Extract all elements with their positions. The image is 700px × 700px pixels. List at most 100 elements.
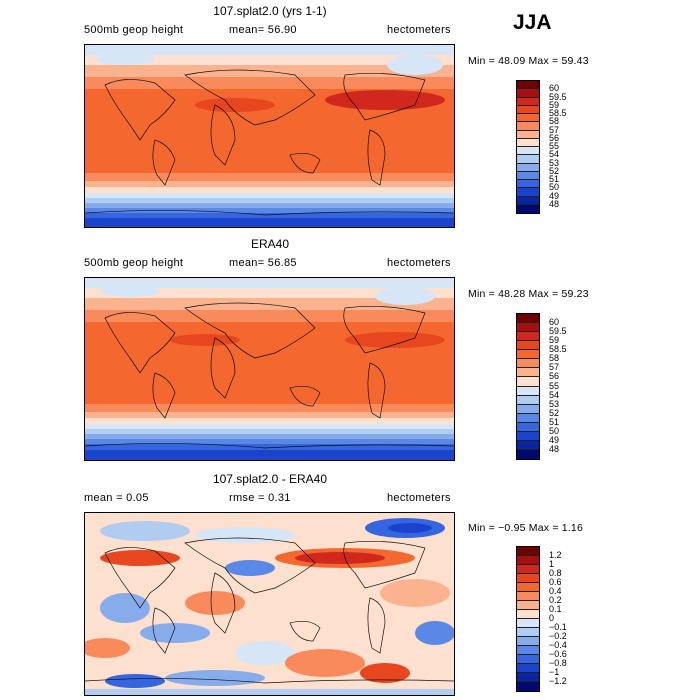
colorbar-swatch [517,332,539,342]
colorbar-tick-label: −1 [549,667,560,677]
colorbar-tick-label: 59 [549,335,560,346]
colorbar-swatch [517,637,539,646]
panel-3-heatmap [85,513,454,695]
colorbar-swatch [517,655,539,664]
colorbar-tick-label: 50 [549,182,560,193]
colorbar-tick-label: 50 [549,425,560,436]
colorbar-swatch [517,314,539,324]
colorbar-tick-label: 0.1 [549,604,562,614]
colorbar-swatch [517,147,539,156]
colorbar-swatch [517,682,539,691]
colorbar-swatch [517,196,539,205]
colorbar-swatch [517,171,539,180]
panel-3-units-label: hectometers [387,492,451,504]
colorbar-swatch [517,422,539,432]
colorbar-tick-label: 51 [549,174,560,184]
panel-2-mean-label: mean= 56.85 [229,257,297,269]
panel-2-units-label: hectometers [387,257,451,269]
colorbar-swatch [517,673,539,682]
colorbar-tick-label: 48 [549,443,560,454]
colorbar-swatch [517,583,539,592]
colorbar-swatch [517,395,539,405]
colorbar-tick-label: −0.1 [549,622,567,632]
panel-1-units-label: hectometers [387,24,451,36]
panel-1-minmax: Min = 48.09 Max = 59.43 [468,55,589,67]
colorbar-swatch [517,138,539,147]
panel-2-colorbar [516,313,540,460]
colorbar-tick-label: −1.2 [549,676,567,686]
colorbar-swatch [517,377,539,387]
colorbar-swatch [517,664,539,673]
colorbar-tick-label: 60 [549,317,560,328]
colorbar-swatch [517,204,539,213]
panel-2-minmax: Min = 48.28 Max = 59.23 [468,288,589,300]
colorbar-tick-label: −0.6 [549,649,567,659]
colorbar-tick-label: 60 [549,83,560,94]
colorbar-tick-label: −0.2 [549,631,567,641]
colorbar-swatch [517,130,539,139]
colorbar-tick-label: 53 [549,398,560,409]
colorbar-tick-label: 55 [549,141,560,151]
colorbar-tick-label: 0.2 [549,595,562,605]
panel-2-field-label: 500mb geop height [84,257,184,269]
colorbar-swatch [517,81,539,90]
panel-3-colorbar [516,546,540,692]
panel-3-rmse-label: rmse = 0.31 [229,492,291,504]
colorbar-tick-label: 54 [549,389,560,400]
colorbar-swatch [517,565,539,574]
colorbar-swatch [517,105,539,114]
colorbar-swatch [517,386,539,396]
colorbar-swatch [517,323,539,333]
colorbar-swatch [517,646,539,655]
panel-1-field-label: 500mb geop height [84,24,184,36]
colorbar-tick-label: 0.4 [549,586,562,596]
colorbar-swatch [517,601,539,610]
colorbar-tick-label: 48 [549,198,560,209]
colorbar-tick-label: 0.8 [549,568,562,578]
colorbar-swatch [517,592,539,601]
colorbar-swatch [517,350,539,360]
panel-2-heatmap [85,278,454,460]
colorbar-tick-label: 55 [549,380,560,391]
colorbar-tick-label: −0.8 [549,658,567,668]
colorbar-tick-label: 59 [549,99,560,110]
colorbar-swatch [517,619,539,628]
colorbar-swatch [517,89,539,98]
colorbar-swatch [517,404,539,414]
colorbar-swatch [517,628,539,637]
colorbar-swatch [517,188,539,197]
colorbar-tick-label: 1.2 [549,550,562,560]
colorbar-tick-label: 59.5 [549,91,567,102]
colorbar-tick-label: 57 [549,362,560,373]
panel-3-title: 107.splat2.0 - ERA40 [212,472,328,486]
colorbar-swatch [517,114,539,123]
colorbar-swatch [517,556,539,565]
panel-3-mean-label: mean = 0.05 [84,492,149,504]
colorbar-tick-label: 51 [549,416,560,427]
panel-1-mean-label: mean= 56.90 [229,24,297,36]
panel-3-minmax: Min = −0.95 Max = 1.16 [468,522,584,534]
colorbar-swatch [517,341,539,351]
colorbar-tick-label: 58.5 [549,344,567,355]
season-label: JJA [513,11,552,34]
colorbar-swatch [517,431,539,441]
colorbar-swatch [517,359,539,369]
colorbar-tick-label: 56 [549,371,560,382]
colorbar-swatch [517,440,539,450]
colorbar-tick-label: 0.6 [549,577,562,587]
colorbar-swatch [517,547,539,556]
colorbar-swatch [517,155,539,164]
colorbar-swatch [517,574,539,583]
panel-3-map [84,512,455,696]
colorbar-tick-label: 1 [549,559,555,569]
panel-1-colorbar [516,80,540,214]
colorbar-tick-label: 56 [549,132,560,143]
colorbar-swatch [517,610,539,619]
colorbar-swatch [517,97,539,106]
colorbar-swatch [517,163,539,172]
colorbar-tick-label: 58 [549,353,560,364]
colorbar-tick-label: 58.5 [549,108,567,118]
colorbar-swatch [517,368,539,378]
panel-2-map [84,277,455,461]
colorbar-tick-label: 57 [549,124,560,135]
